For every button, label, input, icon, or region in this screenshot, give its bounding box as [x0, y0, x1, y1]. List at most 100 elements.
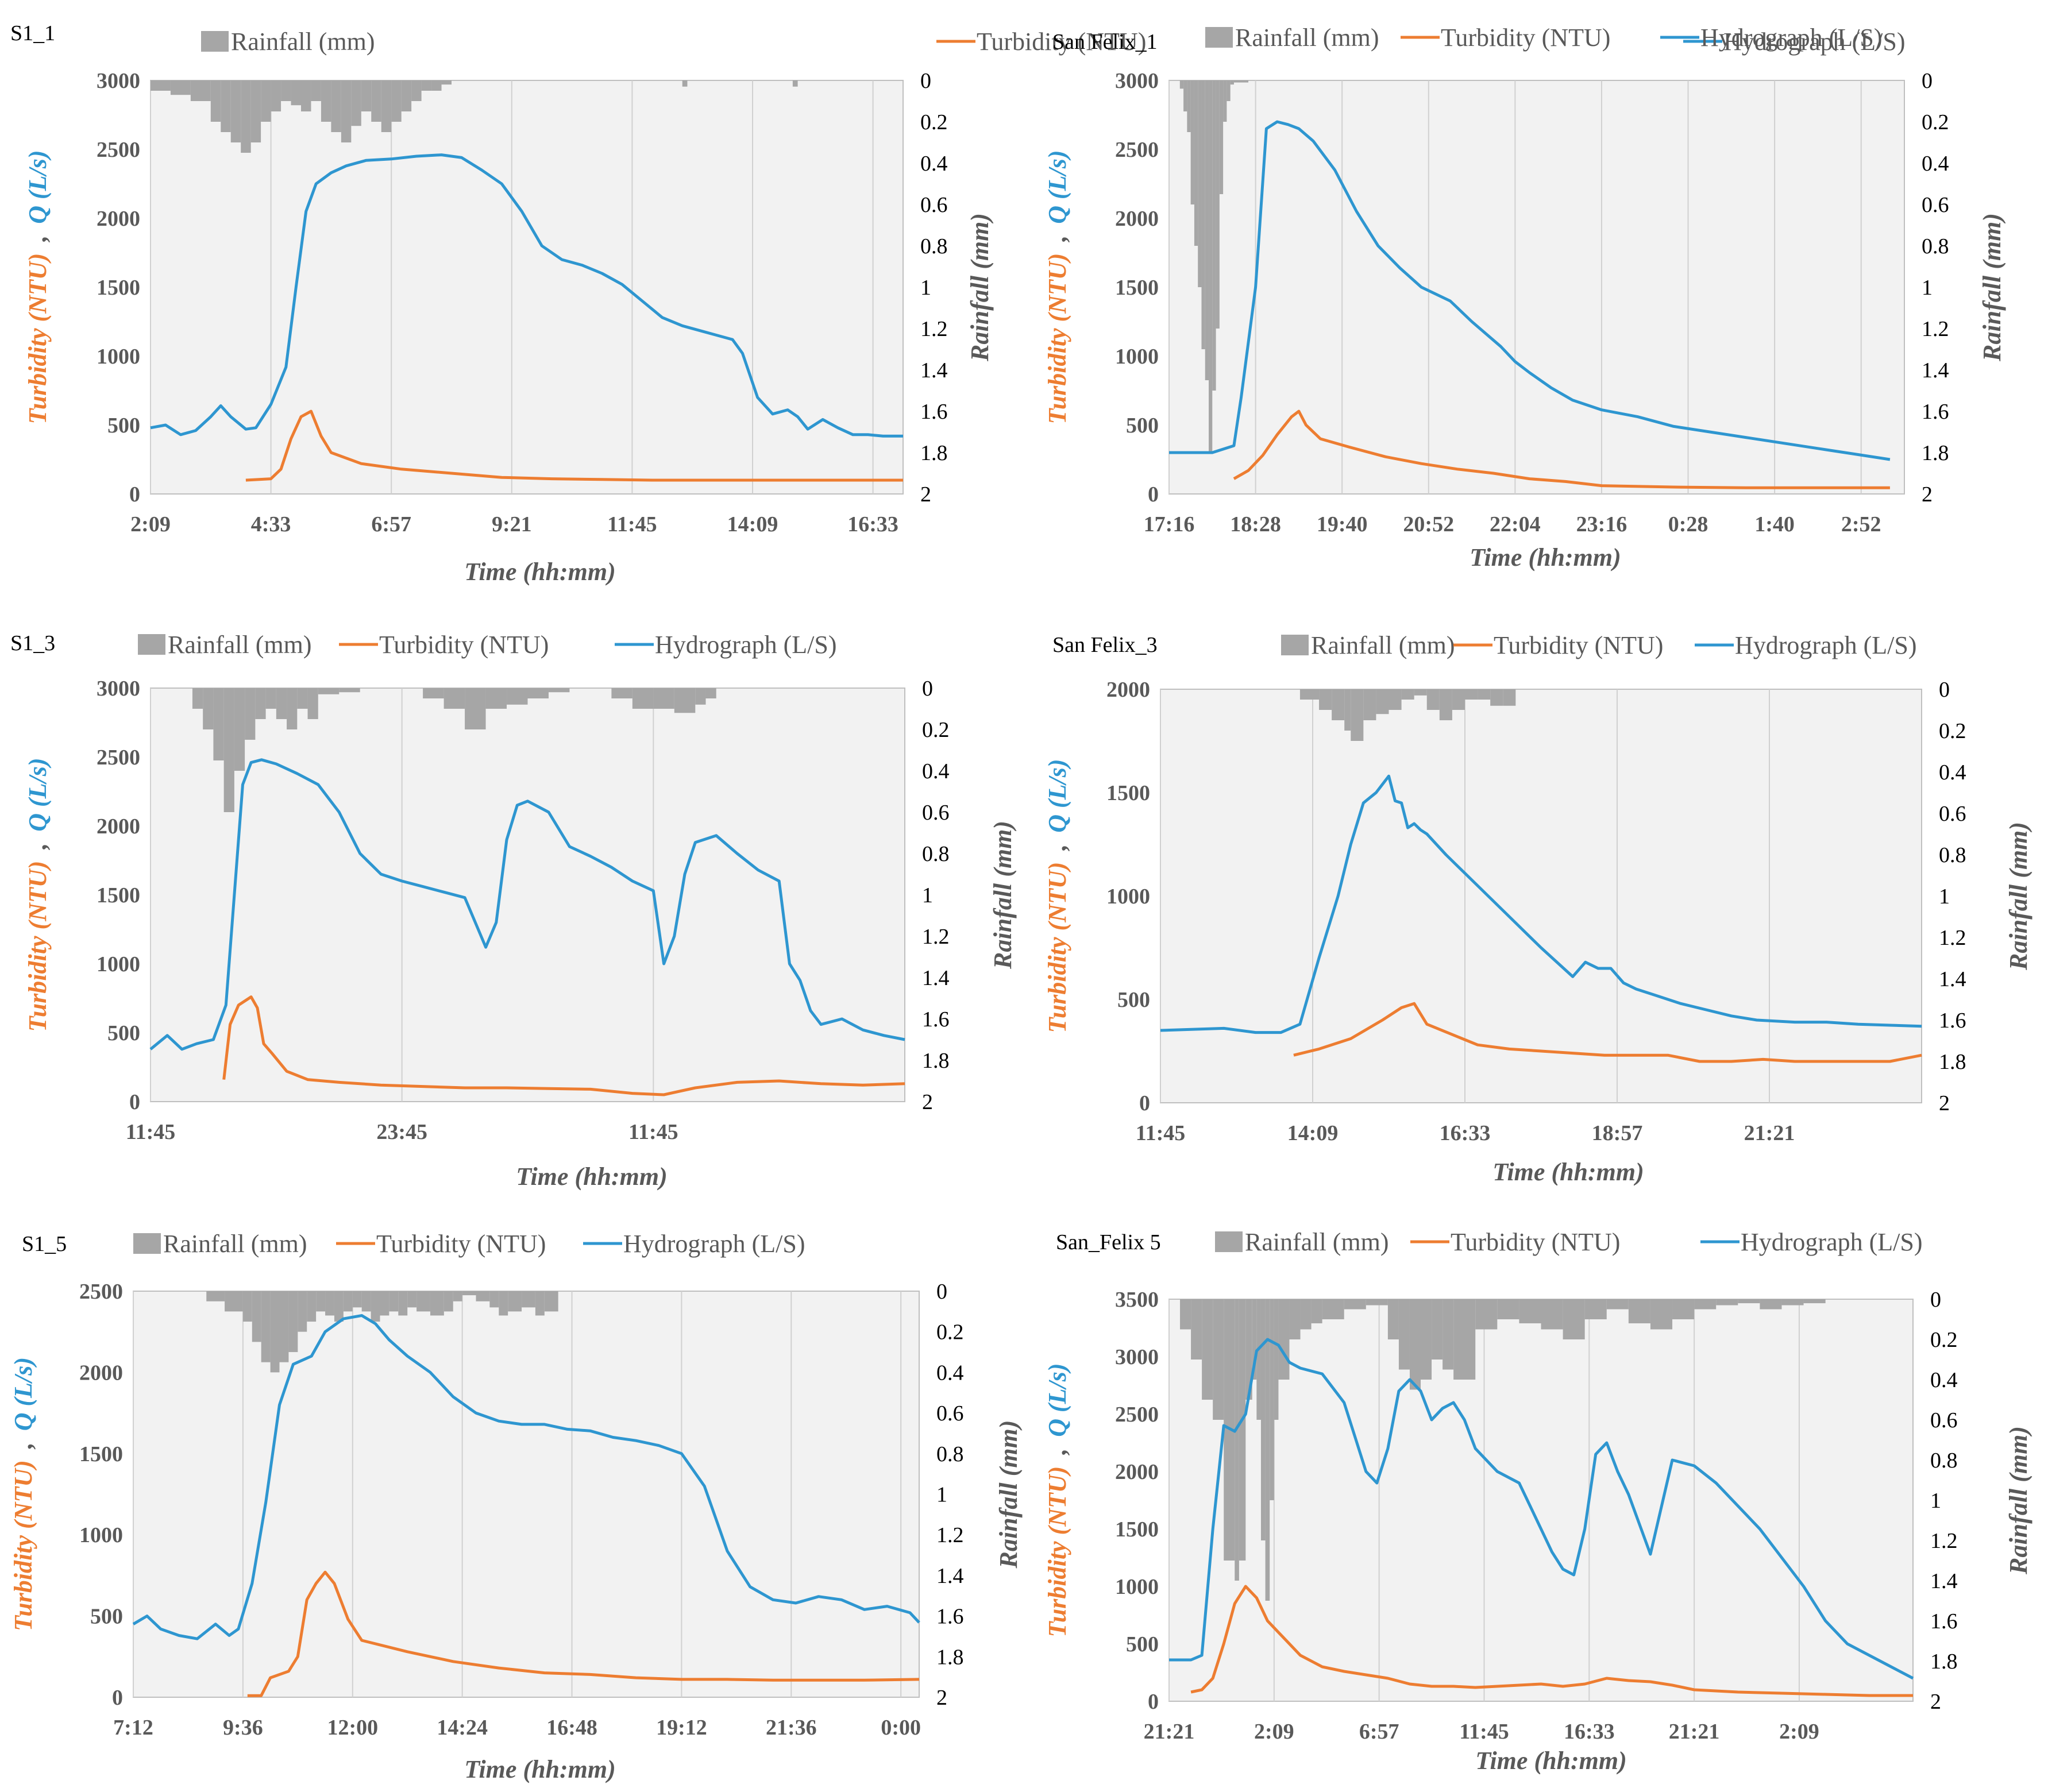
- rainfall-bar: [361, 80, 372, 111]
- y2-tick-label: 0.4: [920, 152, 948, 176]
- rainfall-bar: [1265, 1299, 1270, 1601]
- legend-label-turbidity: Turbidity (NTU): [1451, 1228, 1620, 1256]
- rainfall-bar: [527, 688, 549, 698]
- y-tick-label: 1500: [97, 276, 140, 300]
- hydrograph-line: [1169, 1338, 1914, 1680]
- rainfall-bar: [1205, 80, 1209, 380]
- rainfall-bar: [1256, 1299, 1261, 1420]
- y2-tick-label: 0.6: [1930, 1408, 1958, 1432]
- rainfall-bar: [443, 1291, 453, 1312]
- y-tick-label: 2000: [97, 207, 140, 231]
- y-axis-title: Turbidity (NTU), Q (L/s): [1043, 1363, 1071, 1637]
- rainfall-bar: [1190, 80, 1194, 204]
- rainfall-bar: [1252, 1299, 1257, 1380]
- y2-tick-label: 1.6: [1939, 1009, 1966, 1033]
- x-tick-label: 11:45: [1459, 1720, 1509, 1744]
- x-tick-label: 21:36: [766, 1716, 817, 1740]
- x-tick-label: 11:45: [1136, 1121, 1186, 1145]
- y2-tick-label: 1.2: [1922, 317, 1949, 341]
- plot-area: [1160, 689, 1922, 1103]
- chart-s1_3: 0 500 1000 1500 2000 2500 3000 0 0.2 0.4 0.6 0.8 1 1.…: [10, 631, 1017, 1191]
- rainfall-bar: [151, 80, 171, 91]
- y-tick-label: 2000: [1115, 1460, 1159, 1484]
- rainfall-bar: [1387, 1299, 1399, 1339]
- y2-tick-label: 1.4: [1939, 967, 1966, 991]
- x-tick-label: 0:00: [881, 1716, 921, 1740]
- y2-tick-label: 1.8: [920, 441, 948, 465]
- y2-tick-label: 1.4: [1930, 1569, 1958, 1593]
- rainfall-bar: [1311, 1299, 1322, 1323]
- legend-swatch-rainfall: [1205, 27, 1233, 48]
- rainfall-bar: [1332, 689, 1345, 720]
- y2-tick-label: 0.8: [920, 234, 948, 258]
- rainfall-bar: [1216, 80, 1220, 329]
- y2-tick-label: 1.4: [1922, 358, 1949, 383]
- plot-area: [150, 688, 905, 1102]
- panel-title: S1_3: [10, 631, 55, 655]
- rainfall-bar: [1426, 689, 1440, 710]
- rainfall-bar: [423, 688, 444, 698]
- x-tick-label: 2:09: [130, 512, 171, 536]
- y-tick-label: 2000: [79, 1361, 123, 1385]
- x-tick-label: 4:33: [251, 512, 291, 536]
- x-tick-label: 14:09: [1287, 1121, 1339, 1145]
- y2-tick-label: 1.2: [936, 1523, 964, 1547]
- rainfall-bar: [1628, 1299, 1650, 1323]
- rainfall-bar: [1179, 80, 1184, 89]
- rainfall-bar: [1278, 1299, 1290, 1380]
- rainfall-bar: [1270, 1299, 1274, 1500]
- y-axis-title-q: Q (L/s): [1043, 759, 1071, 832]
- y2-tick-label: 1.8: [922, 1049, 950, 1073]
- y-tick-label: 1000: [97, 345, 140, 369]
- x-tick-label: 23:45: [376, 1120, 427, 1144]
- y2-tick-label: 0.4: [936, 1361, 964, 1385]
- rainfall-bar: [1497, 1299, 1519, 1319]
- rainfall-bar: [241, 80, 251, 153]
- y2-tick-label: 0.8: [922, 842, 950, 866]
- rainfall-bar: [261, 1291, 271, 1362]
- y2-tick-label: 1: [936, 1483, 947, 1507]
- rainfall-bar: [245, 688, 256, 740]
- y-tick-label: 1000: [1115, 345, 1159, 369]
- rainfall-bar: [325, 1291, 334, 1316]
- rainfall-bar: [1503, 689, 1516, 706]
- y2-tick-label: 1.2: [920, 317, 948, 341]
- rainfall-bar: [311, 80, 321, 101]
- legend-label-hydrograph: Hydrograph (L/S): [655, 631, 837, 659]
- rainfall-bar: [270, 1291, 280, 1373]
- y-axis-title-comma: ,: [1043, 844, 1071, 851]
- rainfall-bar: [221, 80, 231, 132]
- y-axis-title: Turbidity (NTU), Q (L/s): [9, 1357, 37, 1631]
- rainfall-bar: [430, 1291, 444, 1316]
- y2-tick-label: 0.4: [1939, 760, 1966, 785]
- rainfall-bar: [443, 688, 465, 709]
- rainfall-bar: [453, 1291, 462, 1301]
- rainfall-bar: [1490, 689, 1503, 706]
- x-tick-label: 7:12: [113, 1716, 153, 1740]
- rainfall-bar: [297, 688, 308, 709]
- legend-label-turbidity: Turbidity (NTU): [379, 631, 549, 659]
- rainfall-bar: [1478, 689, 1491, 700]
- rainfall-bar: [674, 688, 696, 713]
- rainfall-bar: [1672, 1299, 1695, 1319]
- rainfall-bar: [1201, 80, 1205, 349]
- rainfall-bar: [1260, 1299, 1266, 1540]
- y2-tick-label: 1.4: [920, 358, 948, 383]
- x-tick-label: 14:24: [437, 1716, 488, 1740]
- x-tick-label: 16:33: [1564, 1720, 1615, 1744]
- y-tick-label: 2500: [97, 138, 140, 162]
- rainfall-bar: [343, 1291, 353, 1312]
- rainfall-bar: [339, 688, 360, 693]
- rainfall-bar: [416, 1291, 430, 1312]
- y-axis-title: Turbidity (NTU), Q (L/s): [1043, 150, 1071, 424]
- y-axis-title-turbidity: Turbidity (NTU): [1043, 862, 1071, 1033]
- panel-title: San_Felix 5: [1056, 1230, 1161, 1254]
- y-tick-label: 500: [1126, 1632, 1159, 1656]
- rainfall-bar: [476, 1291, 490, 1301]
- y2-tick-label: 1: [920, 276, 931, 300]
- rainfall-bar: [1187, 80, 1191, 132]
- x-axis-title: Time (hh:mm): [464, 1755, 616, 1783]
- y2-tick-label: 0.4: [1930, 1368, 1958, 1392]
- rainfall-bar: [341, 80, 352, 142]
